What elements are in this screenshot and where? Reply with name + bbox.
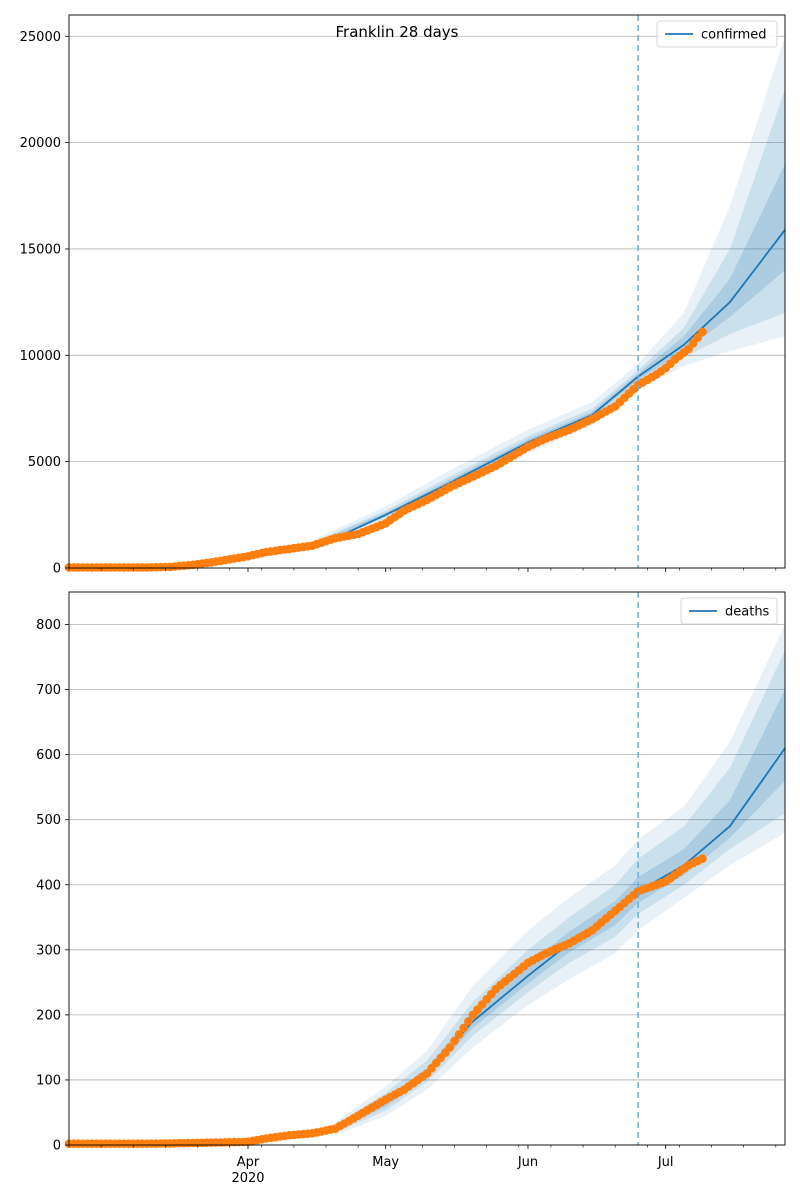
y-tick-label: 5000 <box>28 455 61 470</box>
x-tick-label: May <box>372 1155 399 1170</box>
y-tick-label: 0 <box>53 562 61 577</box>
observed-point <box>464 1017 473 1026</box>
x-tick-sublabel: 2020 <box>231 1171 264 1186</box>
observed-point <box>698 854 707 863</box>
legend-label: deaths <box>725 605 770 620</box>
observed-point <box>693 333 703 342</box>
uncertainty-band-middle <box>335 650 785 1133</box>
x-tick-label: Jul <box>657 1155 674 1170</box>
x-tick-label: Apr <box>237 1155 260 1170</box>
plot-frame <box>68 591 786 1146</box>
figure-title: Franklin 28 days <box>336 23 459 41</box>
uncertainty-band-middle <box>312 89 785 547</box>
y-tick-label: 10000 <box>20 349 61 364</box>
y-tick-label: 700 <box>36 683 61 698</box>
model-line <box>69 229 786 569</box>
y-tick-label: 20000 <box>20 136 61 151</box>
y-tick-label: 200 <box>36 1008 61 1023</box>
y-tick-label: 500 <box>36 813 61 828</box>
y-tick-label: 400 <box>36 878 61 893</box>
observed-point <box>698 327 707 337</box>
y-tick-label: 300 <box>36 943 61 958</box>
legend-label: confirmed <box>701 28 767 43</box>
y-tick-label: 0 <box>53 1139 61 1154</box>
legend-box <box>680 597 778 625</box>
y-tick-label: 15000 <box>20 242 61 257</box>
plot-frame <box>68 14 786 569</box>
y-tick-label: 600 <box>36 748 61 763</box>
observed-point <box>688 339 698 348</box>
y-tick-label: 800 <box>36 618 61 633</box>
uncertainty-band-outer <box>335 624 785 1136</box>
legend-box <box>656 20 778 48</box>
observed-point <box>459 1023 469 1033</box>
x-tick-label: Jun <box>517 1155 538 1170</box>
observed-point <box>454 1030 464 1039</box>
confirmed-panel: 0 5000 10000 15000 20000 25000 confirmed <box>20 14 786 577</box>
y-tick-label: 25000 <box>20 30 61 45</box>
observed-point <box>445 1043 455 1052</box>
observed-point <box>450 1036 459 1046</box>
y-tick-label: 100 <box>36 1073 61 1088</box>
